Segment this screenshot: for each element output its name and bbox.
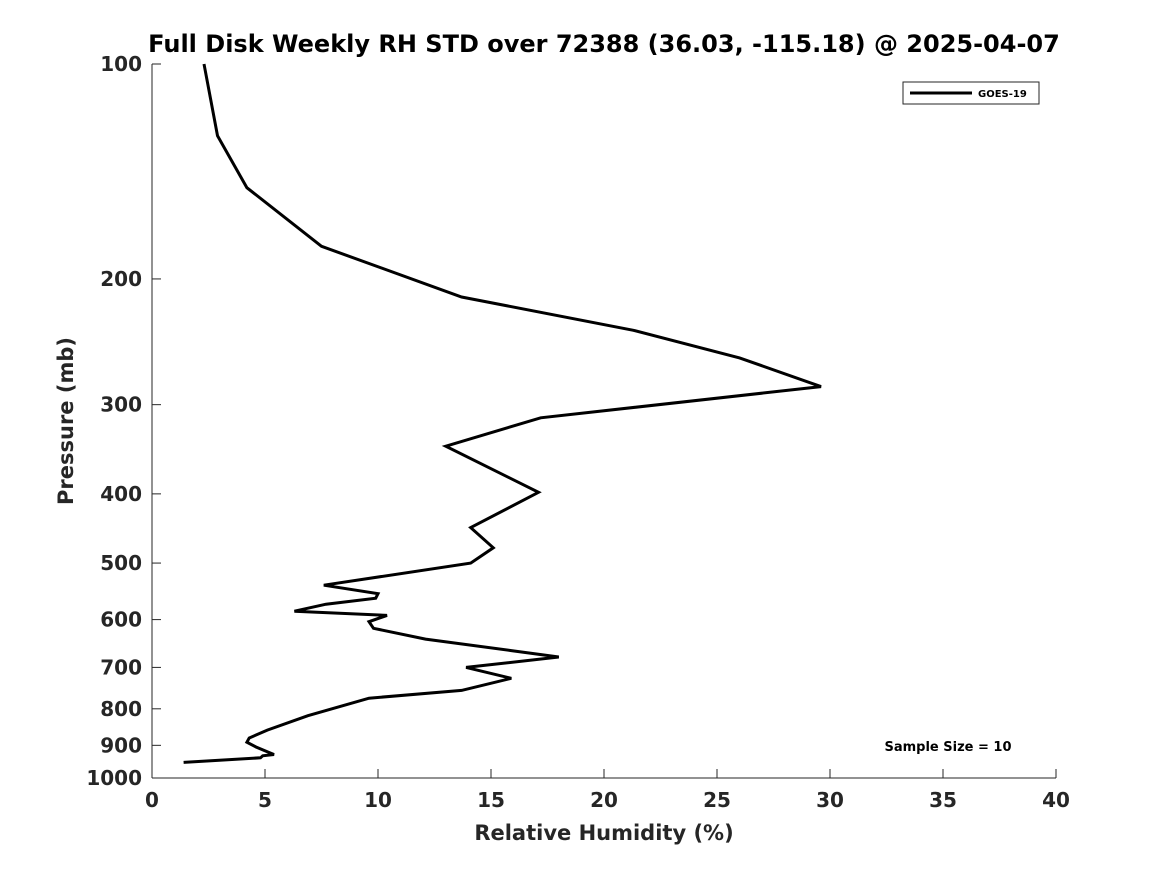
chart-title: Full Disk Weekly RH STD over 72388 (36.0… (148, 30, 1060, 58)
x-tick-label: 25 (703, 788, 731, 812)
legend-label-goes-19: GOES-19 (978, 89, 1027, 100)
y-tick-label: 200 (100, 267, 142, 291)
y-tick-label: 300 (100, 393, 142, 417)
series-line-goes-19 (183, 63, 822, 764)
y-axis-label: Pressure (mb) (54, 337, 78, 505)
x-tick-label: 20 (590, 788, 618, 812)
x-tick-label: 0 (145, 788, 159, 812)
y-tick-label: 800 (100, 697, 142, 721)
x-axis-label: Relative Humidity (%) (474, 821, 733, 845)
legend: GOES-19 (902, 81, 1040, 105)
x-tick-label: 10 (364, 788, 392, 812)
x-tick-label: 35 (929, 788, 957, 812)
y-tick-label: 500 (100, 551, 142, 575)
y-tick-label: 600 (100, 608, 142, 632)
y-tick-label: 900 (100, 733, 142, 757)
series-layer (183, 63, 822, 764)
x-tick-label: 5 (258, 788, 272, 812)
y-tick-label: 700 (100, 655, 142, 679)
x-tick-label: 40 (1042, 788, 1070, 812)
x-tick-label: 30 (816, 788, 844, 812)
y-tick-label: 1000 (86, 766, 142, 790)
y-tick-label: 100 (100, 52, 142, 76)
y-tick-label: 400 (100, 482, 142, 506)
sample-size-annotation: Sample Size = 10 (884, 740, 1011, 755)
x-tick-label: 15 (477, 788, 505, 812)
axes: 0 5 10 15 20 25 30 35 40 100 200 300 400 500 600 700 800… (86, 52, 1070, 812)
